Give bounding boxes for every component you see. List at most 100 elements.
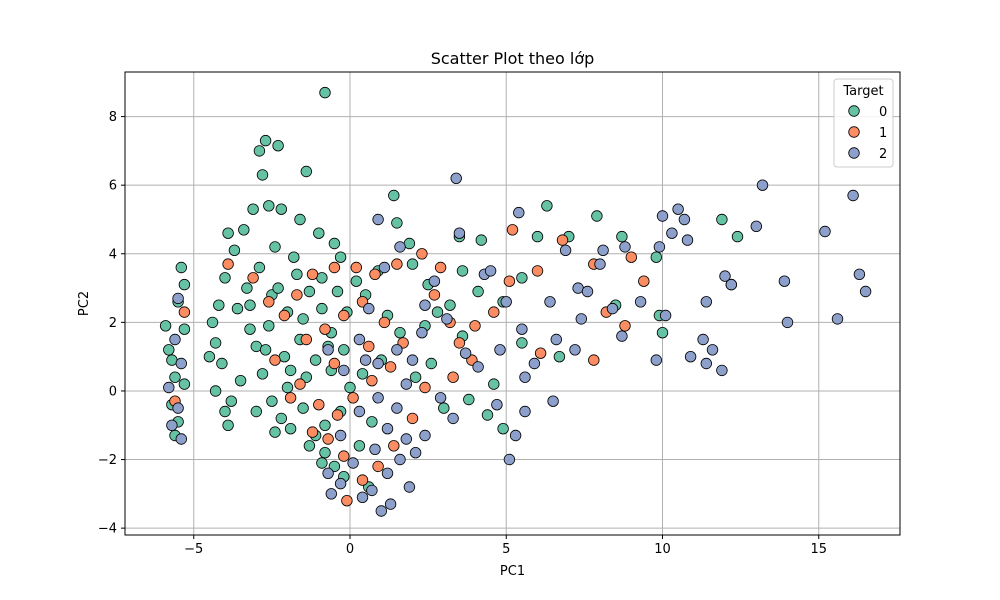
point-class-2 <box>781 316 794 329</box>
point-class-2 <box>716 364 728 377</box>
chart-title: Scatter Plot theo lớp <box>431 49 595 68</box>
point-class-0 <box>178 323 191 335</box>
point-class-2 <box>325 488 338 500</box>
point-class-0 <box>259 134 272 147</box>
point-class-2 <box>575 313 588 325</box>
point-class-1 <box>284 392 297 404</box>
point-class-1 <box>306 426 319 438</box>
point-class-1 <box>469 320 481 332</box>
x-tick-label: 0 <box>346 542 354 557</box>
point-class-0 <box>475 234 488 246</box>
x-tick-label: −5 <box>184 542 203 557</box>
point-class-0 <box>275 412 288 425</box>
point-class-2 <box>338 364 350 377</box>
point-class-1 <box>341 495 353 507</box>
point-class-2 <box>544 296 556 308</box>
point-class-1 <box>619 320 631 332</box>
point-class-0 <box>288 251 300 263</box>
point-class-0 <box>394 327 406 339</box>
point-class-0 <box>716 213 728 226</box>
point-class-2 <box>750 220 763 233</box>
y-tick-label: 6 <box>109 179 117 194</box>
point-class-0 <box>297 313 309 325</box>
point-class-1 <box>534 347 547 359</box>
point-class-2 <box>484 265 497 277</box>
point-class-0 <box>259 344 272 356</box>
point-class-2 <box>681 234 694 246</box>
point-class-0 <box>616 230 628 243</box>
point-class-2 <box>391 344 403 356</box>
point-class-1 <box>356 474 369 486</box>
point-class-0 <box>516 337 528 349</box>
point-class-1 <box>350 261 363 274</box>
point-class-0 <box>247 203 259 215</box>
point-class-1 <box>638 275 650 287</box>
point-class-0 <box>263 200 275 212</box>
point-class-0 <box>253 145 266 157</box>
point-class-2 <box>847 189 859 202</box>
y-axis-label: PC2 <box>77 291 92 316</box>
point-class-0 <box>431 306 444 318</box>
point-class-0 <box>175 261 188 274</box>
point-class-0 <box>250 405 262 418</box>
point-class-0 <box>303 285 316 298</box>
y-tick-label: −4 <box>98 522 117 537</box>
point-class-0 <box>331 285 344 298</box>
point-class-1 <box>363 340 375 353</box>
point-class-0 <box>159 320 172 332</box>
point-class-1 <box>178 306 191 318</box>
point-class-0 <box>213 299 225 311</box>
point-class-2 <box>697 333 709 346</box>
point-class-2 <box>334 429 347 442</box>
point-class-2 <box>403 481 416 493</box>
point-class-2 <box>322 344 334 356</box>
y-tick-label: 4 <box>109 247 117 262</box>
legend-label-0: 0 <box>879 105 887 120</box>
point-class-2 <box>381 423 394 435</box>
point-class-2 <box>509 429 522 442</box>
point-class-0 <box>497 423 509 435</box>
point-class-0 <box>169 371 181 383</box>
x-tick-label: 10 <box>654 542 671 557</box>
point-class-1 <box>278 309 291 322</box>
point-class-2 <box>672 203 684 215</box>
point-class-2 <box>375 505 388 517</box>
point-class-0 <box>425 357 438 370</box>
legend-label-1: 1 <box>879 126 887 141</box>
point-class-0 <box>272 139 284 152</box>
point-class-2 <box>453 227 466 239</box>
point-class-2 <box>659 309 672 322</box>
point-class-1 <box>428 289 441 301</box>
point-class-2 <box>419 429 431 442</box>
point-class-0 <box>300 165 313 178</box>
point-class-1 <box>269 354 281 366</box>
point-class-2 <box>569 344 581 356</box>
point-class-0 <box>234 375 247 387</box>
point-class-1 <box>222 258 234 270</box>
point-class-2 <box>366 484 378 497</box>
point-class-2 <box>831 313 844 325</box>
point-class-2 <box>581 285 594 298</box>
point-class-0 <box>238 224 250 236</box>
point-class-0 <box>319 86 331 99</box>
point-class-0 <box>319 419 331 432</box>
point-class-2 <box>519 405 531 418</box>
legend-marker-1 <box>848 126 860 138</box>
point-class-2 <box>353 333 366 346</box>
point-class-0 <box>366 416 378 428</box>
point-class-2 <box>528 357 541 370</box>
point-class-0 <box>263 320 275 332</box>
point-class-2 <box>859 285 872 298</box>
point-class-2 <box>372 392 384 404</box>
point-class-2 <box>853 268 866 281</box>
point-class-0 <box>391 217 403 229</box>
point-class-2 <box>353 405 366 418</box>
point-class-0 <box>334 251 347 263</box>
point-class-1 <box>300 333 313 346</box>
point-class-2 <box>650 354 663 366</box>
point-class-1 <box>434 261 447 274</box>
point-class-2 <box>372 213 384 226</box>
point-class-0 <box>472 285 484 298</box>
